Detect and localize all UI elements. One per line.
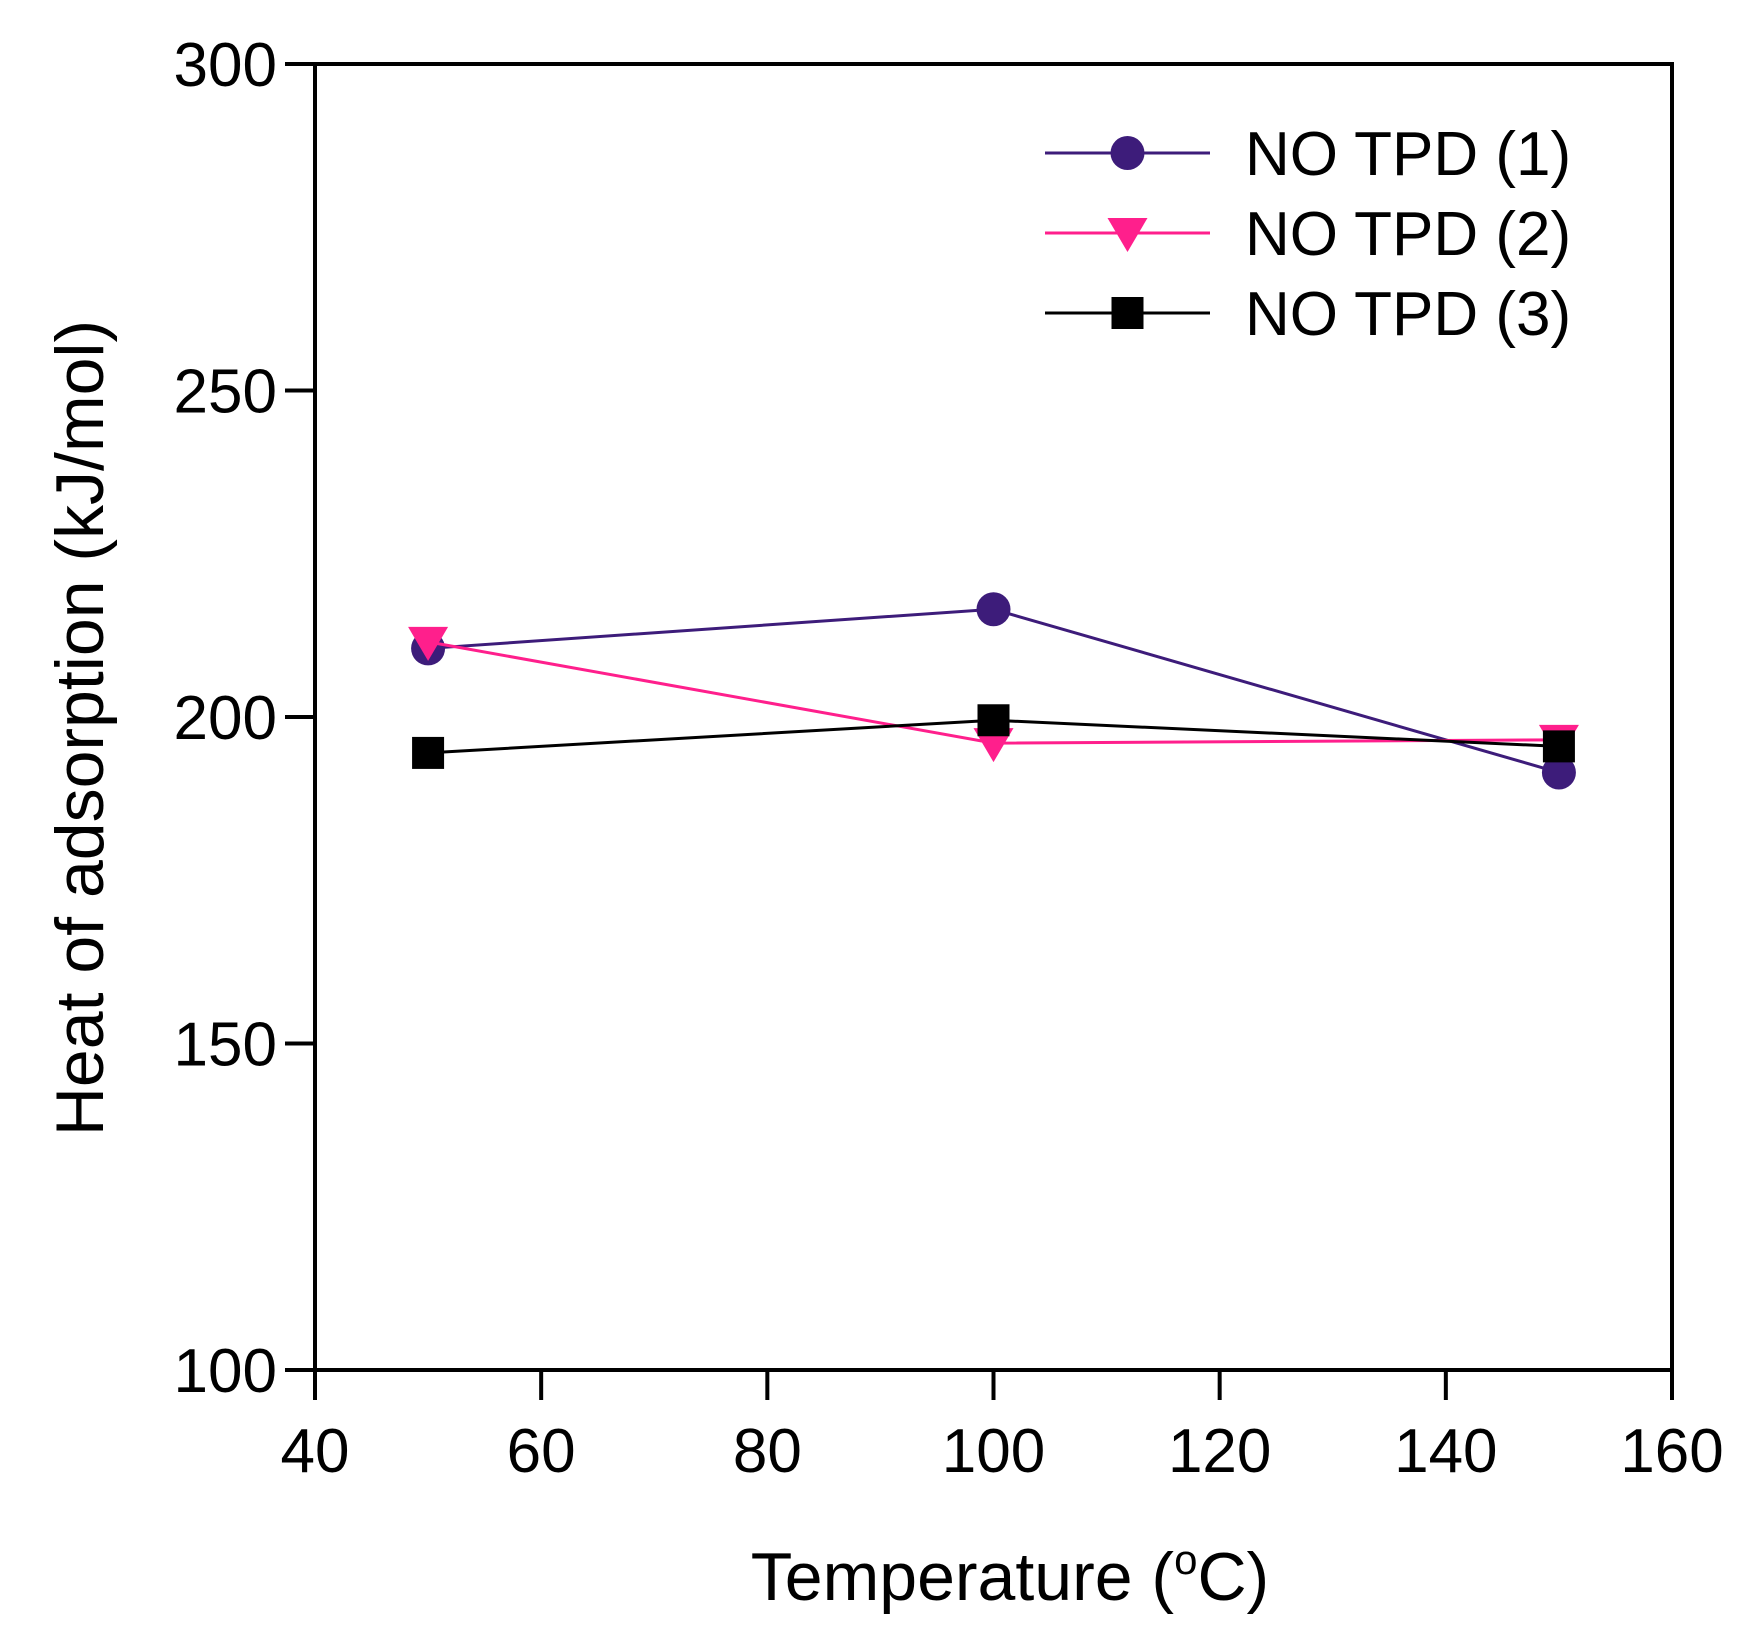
series-group — [408, 592, 1579, 790]
x-tick-label: 100 — [942, 1417, 1045, 1486]
legend-marker — [1111, 297, 1144, 329]
y-axis-title: Heat of adsorption (kJ/mol) — [42, 320, 118, 1136]
series-3 — [412, 704, 1575, 769]
x-tick-label: 40 — [281, 1417, 350, 1486]
y-tick-label: 150 — [174, 1011, 277, 1080]
x-axis-title: Temperature (oC) — [751, 1536, 1269, 1615]
axis-titles: Temperature (oC) Heat of adsorption (kJ/… — [42, 320, 1269, 1615]
y-tick-label: 100 — [174, 1337, 277, 1406]
data-point — [973, 728, 1014, 763]
x-tick-label: 140 — [1394, 1417, 1497, 1486]
axes: 40 60 80 100 120 140 160 100 150 200 250 300 — [174, 31, 1724, 1486]
y-tick-label: 250 — [174, 358, 277, 427]
series-2 — [408, 626, 1579, 763]
legend-marker — [1110, 136, 1145, 170]
legend-item-2: NO TPD (2) — [1045, 200, 1571, 269]
y-tick-label: 200 — [174, 684, 277, 753]
data-point — [977, 704, 1010, 737]
legend-item-3: NO TPD (3) — [1045, 280, 1571, 349]
y-tick-label: 300 — [174, 31, 277, 100]
x-tick-label: 60 — [507, 1417, 576, 1486]
legend-label: NO TPD (2) — [1245, 200, 1571, 269]
legend-item-1: NO TPD (1) — [1045, 120, 1571, 189]
legend: NO TPD (1) NO TPD (2) NO TPD (3) — [1045, 120, 1571, 349]
x-tick-label: 160 — [1620, 1417, 1723, 1486]
data-point — [408, 626, 449, 661]
legend-marker — [1107, 218, 1148, 252]
x-tick-label: 80 — [733, 1417, 802, 1486]
x-tick-label: 120 — [1168, 1417, 1271, 1486]
legend-label: NO TPD (1) — [1245, 120, 1571, 189]
data-point — [412, 736, 445, 769]
data-point — [976, 592, 1011, 627]
data-point — [1542, 730, 1575, 763]
legend-label: NO TPD (3) — [1245, 280, 1571, 349]
data-point — [1541, 755, 1576, 790]
